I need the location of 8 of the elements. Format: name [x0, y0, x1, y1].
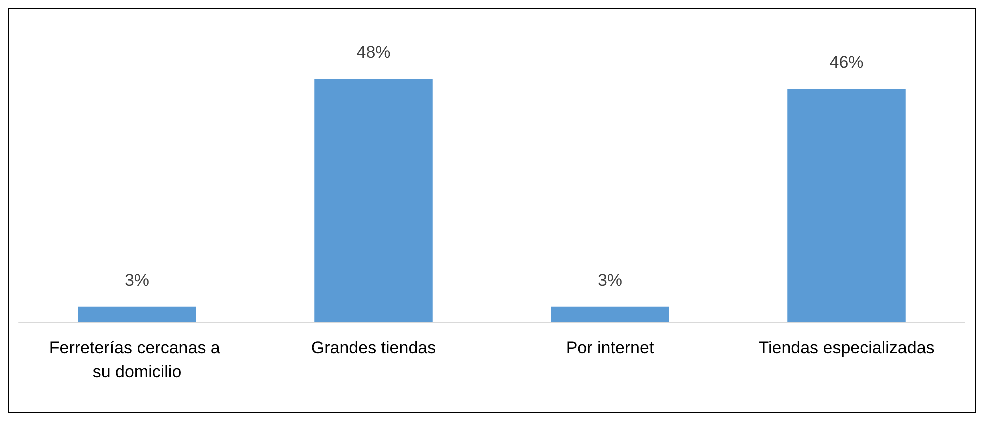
x-tick-label: Por internet [566, 338, 654, 358]
data-label: 48% [356, 43, 391, 62]
x-tick-label: Ferreterías cercanas a su domicilio [49, 338, 226, 382]
data-label: 3% [124, 270, 150, 290]
data-label: 3% [598, 270, 623, 290]
x-tick-label: Grandes tiendas [311, 338, 436, 358]
data-label: 46% [830, 53, 864, 72]
x-tick-label: Tiendas especializadas [758, 338, 935, 358]
